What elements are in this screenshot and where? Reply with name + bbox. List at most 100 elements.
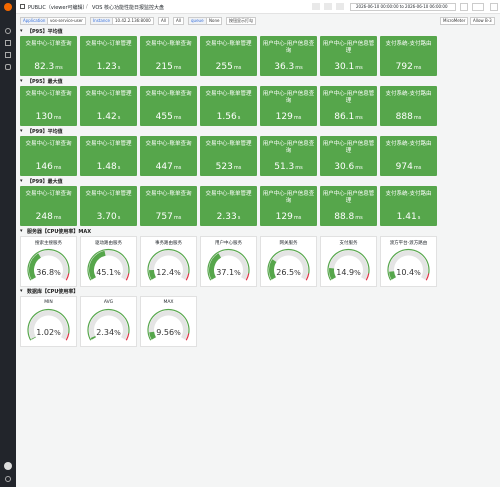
section-toggle[interactable]: ▾: [20, 228, 23, 234]
dashboard-title: VOS 核心功能性能日报监控大盘: [92, 5, 165, 11]
panel-title: 交易中心-账单管理: [205, 91, 252, 97]
stat-value-row: 792ms: [380, 62, 437, 72]
gauge-unit: %: [54, 329, 61, 337]
time-picker[interactable]: [350, 3, 456, 11]
stat-value: 455: [155, 112, 173, 122]
section-toggle[interactable]: ▾: [20, 288, 23, 294]
stat-panel: 用户中心-用户信息查询 129ms: [260, 186, 317, 226]
panel-title: 交易中心-订单查询: [25, 91, 72, 97]
stat-unit: ms: [53, 215, 62, 221]
add-icon[interactable]: [5, 40, 11, 46]
top-bar: PUBLIC（viewer可编辑） / VOS 核心功能性能日报监控大盘 202…: [16, 0, 500, 14]
panel-title: 交易中心-订单管理: [85, 191, 132, 197]
dashboard-link[interactable]: MicroMeter: [440, 17, 469, 25]
stat-value-row: 51.3ms: [260, 162, 317, 172]
gauge-value: 37.1: [216, 268, 235, 277]
stat-panel: 交易中心-订单管理 1.23s: [80, 36, 137, 76]
save-button[interactable]: [324, 3, 332, 10]
stat-panel: 交易中心-账单管理 255ms: [200, 36, 257, 76]
section-toggle[interactable]: ▾: [20, 128, 23, 134]
section-title[interactable]: 【P99】最大值: [27, 179, 63, 185]
variable-select[interactable]: All: [173, 17, 184, 25]
breadcrumb[interactable]: PUBLIC（viewer可编辑）: [28, 5, 88, 11]
stat-unit: ms: [413, 165, 422, 171]
stat-unit: s: [237, 115, 241, 121]
stat-value-row: 146ms: [20, 162, 77, 172]
stat-value-row: 255ms: [200, 62, 257, 72]
stat-panel: 用户中心-用户信息查询 129ms: [260, 86, 317, 126]
threshold-ring: [125, 333, 130, 341]
section-title[interactable]: 服务器【CPU使用率】MAX: [27, 229, 92, 235]
zoom-out-button[interactable]: [460, 3, 468, 11]
gauge-panel: 驱动路由服务 45.1%: [80, 236, 137, 287]
gauge-value-row: 37.1%: [201, 268, 256, 277]
add-panel-button[interactable]: [312, 3, 320, 10]
stat-value: 792: [395, 62, 413, 72]
section-title[interactable]: 数据库【CPU使用率】: [27, 289, 79, 295]
gauge-value-row: 14.9%: [321, 268, 376, 277]
section-toggle[interactable]: ▾: [20, 78, 23, 84]
stat-value-row: 88.8ms: [320, 212, 377, 222]
dashboard-link[interactable]: Allow B-3: [470, 17, 495, 25]
gauge-value-row: 26.5%: [261, 268, 316, 277]
dashboards-icon[interactable]: [5, 52, 11, 58]
tv-mode-button[interactable]: [490, 3, 498, 11]
stat-unit: ms: [355, 65, 363, 71]
panel-title: 交易中心-订单管理: [85, 141, 132, 147]
gauge-value-row: 9.56%: [141, 328, 196, 337]
panel-title: 用户中心-用户信息管理: [322, 191, 375, 204]
logo[interactable]: [4, 3, 12, 11]
stat-unit: ms: [173, 165, 182, 171]
section-title[interactable]: 【P95】平均值: [27, 29, 63, 35]
gauge-fill: [29, 253, 42, 280]
stat-unit: s: [417, 215, 421, 221]
threshold-ring: [305, 273, 310, 281]
stat-panel: 交易中心-账单管理 2.33s: [200, 186, 257, 226]
section-toggle[interactable]: ▾: [20, 178, 23, 184]
search-icon[interactable]: [5, 28, 11, 34]
stat-value: 1.56: [216, 112, 237, 122]
section-toggle[interactable]: ▾: [20, 28, 23, 34]
help-icon[interactable]: [5, 476, 11, 482]
stat-value: 888: [395, 112, 413, 122]
variable-select[interactable]: All: [158, 17, 169, 25]
stat-value-row: 1.42s: [80, 112, 137, 122]
stat-panel: 用户中心-用户信息管理 30.6ms: [320, 136, 377, 176]
gauge-track: [149, 310, 188, 340]
panel-title: MAX: [163, 300, 174, 305]
stat-panel: 交易中心-账单管理 523ms: [200, 136, 257, 176]
variable-select[interactable]: 按钮显示打勾: [226, 17, 256, 25]
stat-unit: ms: [233, 65, 242, 71]
stat-value-row: 447ms: [140, 162, 197, 172]
stat-panel: 交易中心-账单查询 455ms: [140, 86, 197, 126]
sidebar: [0, 0, 16, 487]
stat-unit: ms: [293, 215, 302, 221]
time-range[interactable]: 2026-06-10 00:00:00 to 2026-06-10 06:00:…: [356, 4, 448, 9]
panel-title: 交易中心-账单查询: [145, 91, 192, 97]
gauge-panel: 渡方平台-渡方路由 10.4%: [380, 236, 437, 287]
panel-title: 支付系统-支付路由: [385, 191, 432, 197]
stat-value-row: 1.48s: [80, 162, 137, 172]
gauge-fill: [89, 250, 106, 280]
gauge: [207, 248, 250, 281]
threshold-ring: [87, 248, 130, 281]
threshold-ring: [65, 273, 70, 281]
stat-panel: 交易中心-账单查询 215ms: [140, 36, 197, 76]
panel-title: 交易中心-账单管理: [205, 41, 252, 47]
stat-panel: 交易中心-订单管理 1.42s: [80, 86, 137, 126]
gauge-track: [389, 250, 428, 280]
gauge-fill: [389, 271, 397, 280]
refresh-button[interactable]: [472, 3, 484, 11]
stat-value-row: 215ms: [140, 62, 197, 72]
settings-button[interactable]: [336, 3, 344, 10]
variable-select[interactable]: 10.42.2.136:8000: [112, 17, 154, 25]
section-title[interactable]: 【P95】最大值: [27, 79, 63, 85]
stat-unit: ms: [173, 215, 182, 221]
avatar[interactable]: [4, 462, 12, 470]
gauge-value-row: 2.34%: [81, 328, 136, 337]
variable-select[interactable]: vos-service-user: [47, 17, 86, 25]
variable-select[interactable]: None: [206, 17, 223, 25]
section-title[interactable]: 【P99】平均值: [27, 129, 63, 135]
panel-title: 支付服务: [339, 241, 358, 246]
alerting-icon[interactable]: [5, 64, 11, 70]
